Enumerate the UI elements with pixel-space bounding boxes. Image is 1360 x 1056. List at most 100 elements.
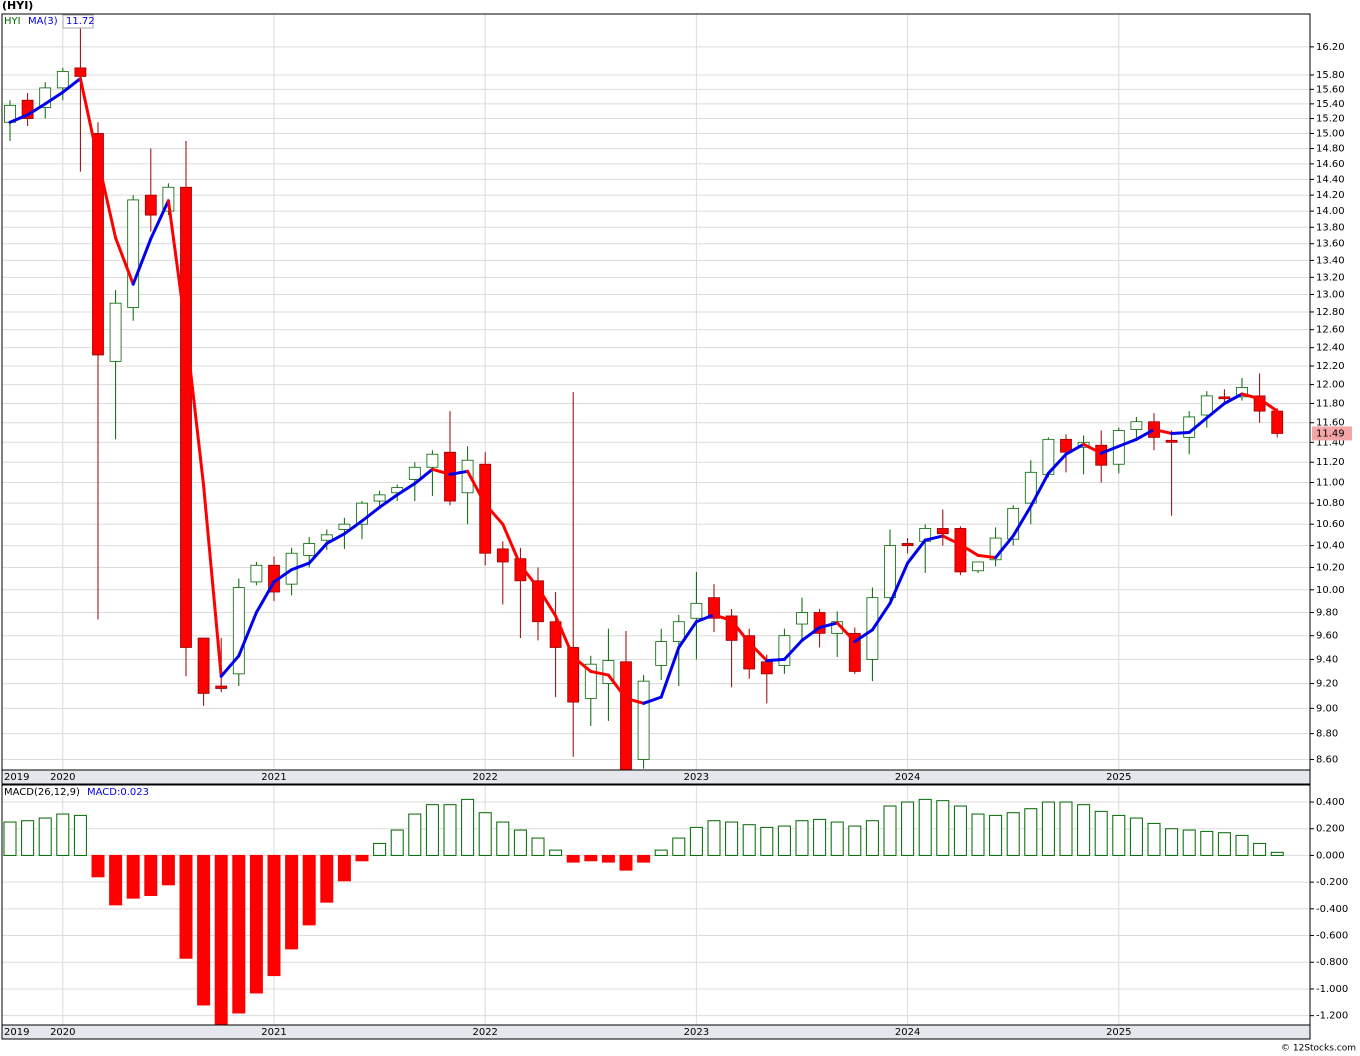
macd-bar: [320, 854, 334, 903]
y-tick-label: 9.80: [1316, 607, 1338, 618]
y-tick-label: 10.60: [1316, 519, 1345, 530]
candle-body: [901, 543, 914, 547]
ma-segment: [448, 469, 470, 476]
macd-bar: [21, 820, 35, 856]
ma-segment: [8, 113, 30, 124]
ma-segment: [870, 601, 892, 632]
ma-segment: [483, 502, 505, 526]
candle-body: [109, 302, 122, 362]
ma-segment: [835, 621, 857, 644]
y-tick-label: 12.00: [1316, 380, 1345, 391]
macd-bar: [707, 820, 721, 856]
panel-border: [1, 13, 1311, 785]
macd-bar: [953, 805, 967, 856]
ma-segment: [712, 613, 734, 623]
macd-bar: [1024, 808, 1038, 856]
macd-bar: [1059, 801, 1073, 856]
y-tick-label: -0.800: [1316, 957, 1348, 968]
candle-body: [514, 558, 527, 582]
x-tick-label: 2023: [684, 1027, 709, 1038]
macd-bar: [478, 812, 492, 856]
macd-bar: [390, 829, 404, 856]
macd-bar: [408, 813, 422, 856]
candle-body: [813, 612, 826, 634]
candle-body: [567, 647, 580, 703]
macd-bar: [1217, 832, 1231, 856]
candle-body: [39, 87, 52, 108]
ma-segment: [747, 641, 769, 663]
ma-segment: [694, 613, 716, 624]
ma-segment: [254, 580, 276, 614]
candle-body: [250, 564, 263, 583]
x-tick-label: 2024: [895, 772, 920, 783]
y-tick-label: 10.80: [1316, 498, 1345, 509]
y-tick-label: -1.000: [1316, 984, 1348, 995]
macd-bar: [1041, 801, 1055, 856]
y-tick-label: 10.40: [1316, 541, 1345, 552]
macd-bar: [373, 842, 387, 856]
legend-symbol: HYI: [4, 16, 21, 27]
macd-bar: [601, 854, 615, 863]
macd-bar: [531, 837, 545, 856]
y-tick-label: 12.80: [1316, 307, 1345, 318]
ma-segment: [114, 236, 135, 286]
y-tick-label: 15.40: [1316, 99, 1345, 110]
x-tick-label: 2021: [261, 1027, 286, 1038]
candle-body: [743, 635, 756, 670]
macd-bar: [1200, 830, 1214, 856]
ma-segment: [1134, 428, 1156, 441]
ma-segment: [360, 505, 382, 523]
candle-body: [655, 641, 668, 666]
candle-body: [1060, 438, 1072, 453]
ma-segment: [131, 237, 153, 286]
macd-bar: [91, 854, 105, 878]
ma-segment: [1205, 401, 1226, 420]
y-tick-label: 14.20: [1316, 190, 1345, 201]
ma-segment: [307, 541, 329, 565]
ma-segment: [994, 534, 1015, 560]
macd-bar: [760, 826, 774, 856]
macd-bar: [901, 801, 915, 856]
candle-body: [708, 597, 720, 619]
ma-segment: [1222, 392, 1244, 405]
macd-bar: [566, 854, 580, 863]
y-tick-label: 15.20: [1316, 114, 1345, 125]
x-tick-label: 2020: [50, 772, 75, 783]
last-price-box: [1312, 426, 1352, 441]
macd-bar: [425, 804, 439, 856]
y-tick-label: 0.400: [1316, 797, 1345, 808]
y-tick-label: 13.80: [1316, 222, 1345, 233]
ma-segment: [923, 534, 945, 542]
ma-segment: [1258, 397, 1279, 413]
candle-body: [549, 621, 562, 648]
candle-body: [690, 602, 703, 619]
y-tick-label: -0.200: [1316, 877, 1348, 888]
macd-bar: [1006, 812, 1020, 856]
x-tick-label: 2023: [684, 772, 709, 783]
candle-body: [972, 561, 984, 572]
macd-bar: [795, 820, 809, 856]
macd-bar: [989, 814, 1003, 856]
ma-segment: [342, 519, 364, 536]
x-tick-label: 2019: [4, 772, 29, 783]
candle-body: [56, 71, 69, 89]
ma-segment: [1029, 471, 1050, 508]
y-tick-label: 9.20: [1316, 679, 1338, 690]
y-tick-label: 11.40: [1316, 437, 1345, 448]
y-tick-label: 13.60: [1316, 239, 1345, 250]
ma-segment: [1152, 428, 1174, 435]
macd-bar: [1077, 804, 1091, 856]
ma-segment: [518, 563, 540, 590]
ma-segment: [272, 568, 294, 584]
panel-border: [1, 784, 1311, 1040]
candle-body: [1236, 386, 1248, 398]
price-plot: [2, 14, 1310, 770]
candle-body: [373, 494, 386, 502]
candle-body: [127, 199, 140, 308]
chart-title: (HYI): [2, 0, 33, 12]
y-tick-label: 14.80: [1316, 144, 1345, 155]
y-tick-label: -0.400: [1316, 904, 1348, 915]
candle-body: [496, 548, 509, 563]
y-tick-label: 13.00: [1316, 290, 1345, 301]
x-tick-label: 2025: [1106, 1027, 1131, 1038]
